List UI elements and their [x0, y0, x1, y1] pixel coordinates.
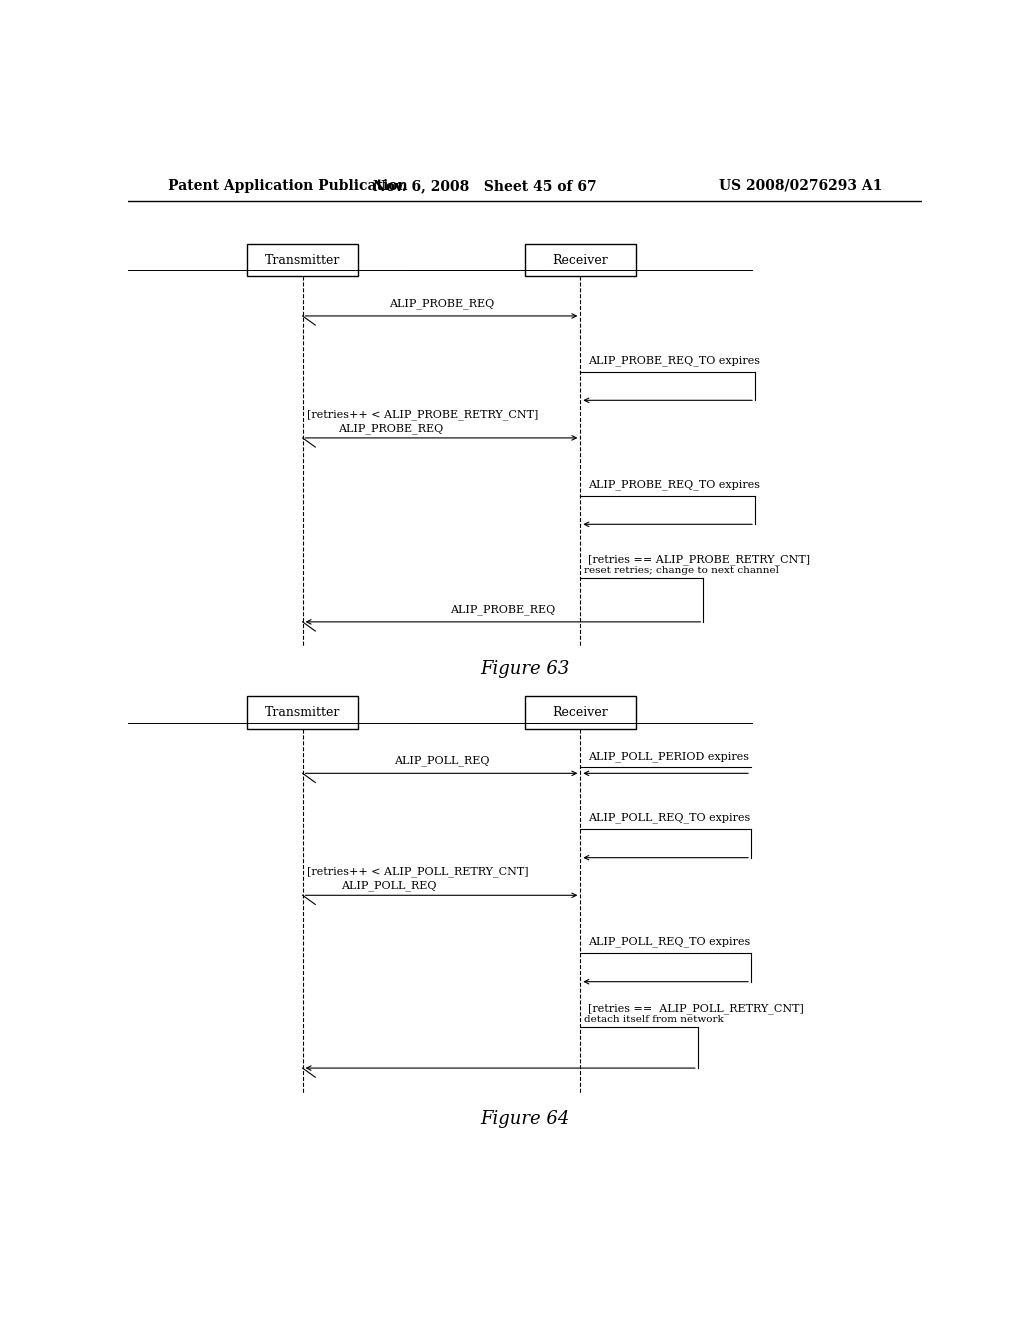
- Text: Transmitter: Transmitter: [265, 706, 340, 719]
- Text: detach itself from network: detach itself from network: [585, 1015, 724, 1024]
- Bar: [524, 244, 636, 276]
- Text: Receiver: Receiver: [553, 253, 608, 267]
- Text: Figure 64: Figure 64: [480, 1110, 569, 1127]
- Text: ALIP_PROBE_REQ: ALIP_PROBE_REQ: [451, 605, 556, 615]
- Text: Figure 63: Figure 63: [480, 660, 569, 677]
- Text: [retries++ < ALIP_POLL_RETRY_CNT]: [retries++ < ALIP_POLL_RETRY_CNT]: [306, 866, 528, 876]
- Text: Patent Application Publication: Patent Application Publication: [168, 178, 408, 193]
- Bar: [247, 244, 358, 276]
- Text: ALIP_POLL_REQ: ALIP_POLL_REQ: [393, 755, 489, 766]
- Text: ALIP_POLL_REQ_TO expires: ALIP_POLL_REQ_TO expires: [588, 936, 751, 948]
- Text: ALIP_PROBE_REQ_TO expires: ALIP_PROBE_REQ_TO expires: [588, 479, 760, 490]
- Text: ALIP_PROBE_REQ: ALIP_PROBE_REQ: [338, 424, 443, 434]
- Text: US 2008/0276293 A1: US 2008/0276293 A1: [719, 178, 882, 193]
- Text: [retries == ALIP_PROBE_RETRY_CNT]: [retries == ALIP_PROBE_RETRY_CNT]: [588, 554, 810, 565]
- Text: [retries ==  ALIP_POLL_RETRY_CNT]: [retries == ALIP_POLL_RETRY_CNT]: [588, 1003, 804, 1014]
- Text: Transmitter: Transmitter: [265, 253, 340, 267]
- Text: [retries++ < ALIP_PROBE_RETRY_CNT]: [retries++ < ALIP_PROBE_RETRY_CNT]: [306, 409, 538, 420]
- Bar: [247, 696, 358, 729]
- Text: ALIP_PROBE_REQ_TO expires: ALIP_PROBE_REQ_TO expires: [588, 355, 760, 366]
- Text: Receiver: Receiver: [553, 706, 608, 719]
- Text: Nov. 6, 2008   Sheet 45 of 67: Nov. 6, 2008 Sheet 45 of 67: [374, 178, 597, 193]
- Bar: [524, 696, 636, 729]
- Text: ALIP_PROBE_REQ: ALIP_PROBE_REQ: [389, 298, 495, 309]
- Text: ALIP_POLL_REQ_TO expires: ALIP_POLL_REQ_TO expires: [588, 812, 751, 824]
- Text: reset retries; change to next channel: reset retries; change to next channel: [585, 566, 779, 576]
- Text: ALIP_POLL_REQ: ALIP_POLL_REQ: [341, 880, 436, 891]
- Text: ALIP_POLL_PERIOD expires: ALIP_POLL_PERIOD expires: [588, 751, 750, 762]
